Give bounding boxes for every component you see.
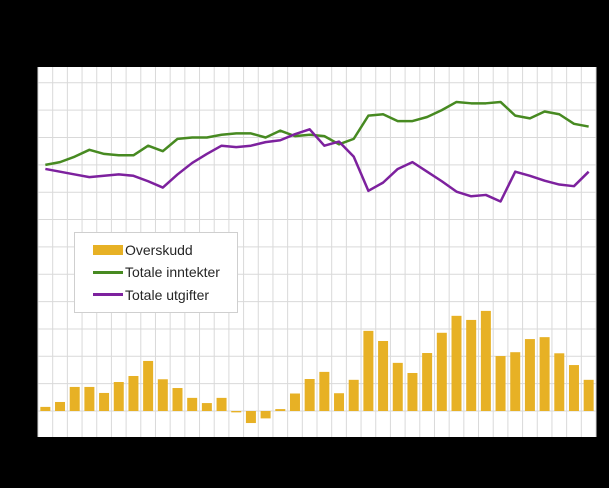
bar-overskudd [510, 352, 521, 411]
bar-overskudd [201, 403, 212, 411]
bar-overskudd [260, 411, 271, 419]
bar-overskudd [157, 379, 168, 411]
bar-overskudd [40, 406, 51, 411]
bar-overskudd [392, 362, 403, 411]
legend-line-swatch [93, 293, 123, 297]
bar-overskudd [466, 319, 477, 411]
bar-overskudd [436, 332, 447, 411]
bar-overskudd [422, 353, 433, 411]
bar-overskudd [451, 315, 462, 411]
legend-label: Totale utgifter [125, 286, 210, 303]
bar-overskudd [216, 397, 227, 411]
bar-overskudd [113, 382, 124, 411]
bar-overskudd [334, 393, 345, 411]
bar-overskudd [187, 397, 198, 411]
legend-item-totale-inntekter: Totale inntekter [93, 261, 237, 283]
bar-overskudd [568, 365, 579, 411]
bar-overskudd [480, 310, 491, 411]
legend-line-swatch [93, 270, 123, 274]
bar-overskudd [128, 375, 139, 411]
bar-overskudd [407, 372, 418, 411]
legend-bar-swatch [93, 245, 123, 256]
bar-overskudd [495, 356, 506, 411]
bar-overskudd [55, 401, 66, 411]
bar-overskudd [304, 379, 315, 411]
bar-overskudd [524, 339, 535, 411]
line-totale-utgifter [45, 128, 590, 203]
bar-overskudd [348, 379, 359, 411]
legend-item-overskudd: Overskudd [93, 239, 237, 261]
bar-overskudd [231, 411, 242, 413]
legend-item-totale-utgifter: Totale utgifter [93, 284, 237, 306]
bar-overskudd [289, 393, 300, 411]
bar-overskudd [99, 392, 110, 411]
bar-overskudd [245, 411, 256, 424]
bar-overskudd [319, 371, 330, 411]
line-totale-inntekter [45, 100, 589, 167]
bar-overskudd [554, 353, 565, 411]
bar-overskudd [378, 340, 389, 411]
bar-overskudd [69, 386, 80, 411]
legend-label: Totale inntekter [125, 264, 220, 281]
bar-overskudd [583, 379, 594, 411]
bar-overskudd [172, 388, 183, 411]
bar-overskudd [275, 409, 286, 411]
legend: Overskudd Totale inntekter Totale utgift… [74, 232, 238, 313]
legend-label: Overskudd [125, 242, 193, 259]
bar-overskudd [143, 360, 154, 411]
bar-overskudd [539, 337, 550, 411]
bar-overskudd [84, 386, 95, 411]
bar-overskudd [363, 330, 374, 411]
